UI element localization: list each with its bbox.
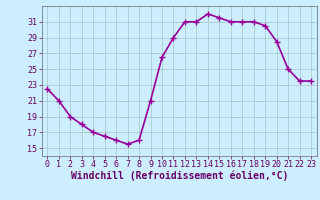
X-axis label: Windchill (Refroidissement éolien,°C): Windchill (Refroidissement éolien,°C)	[70, 171, 288, 181]
